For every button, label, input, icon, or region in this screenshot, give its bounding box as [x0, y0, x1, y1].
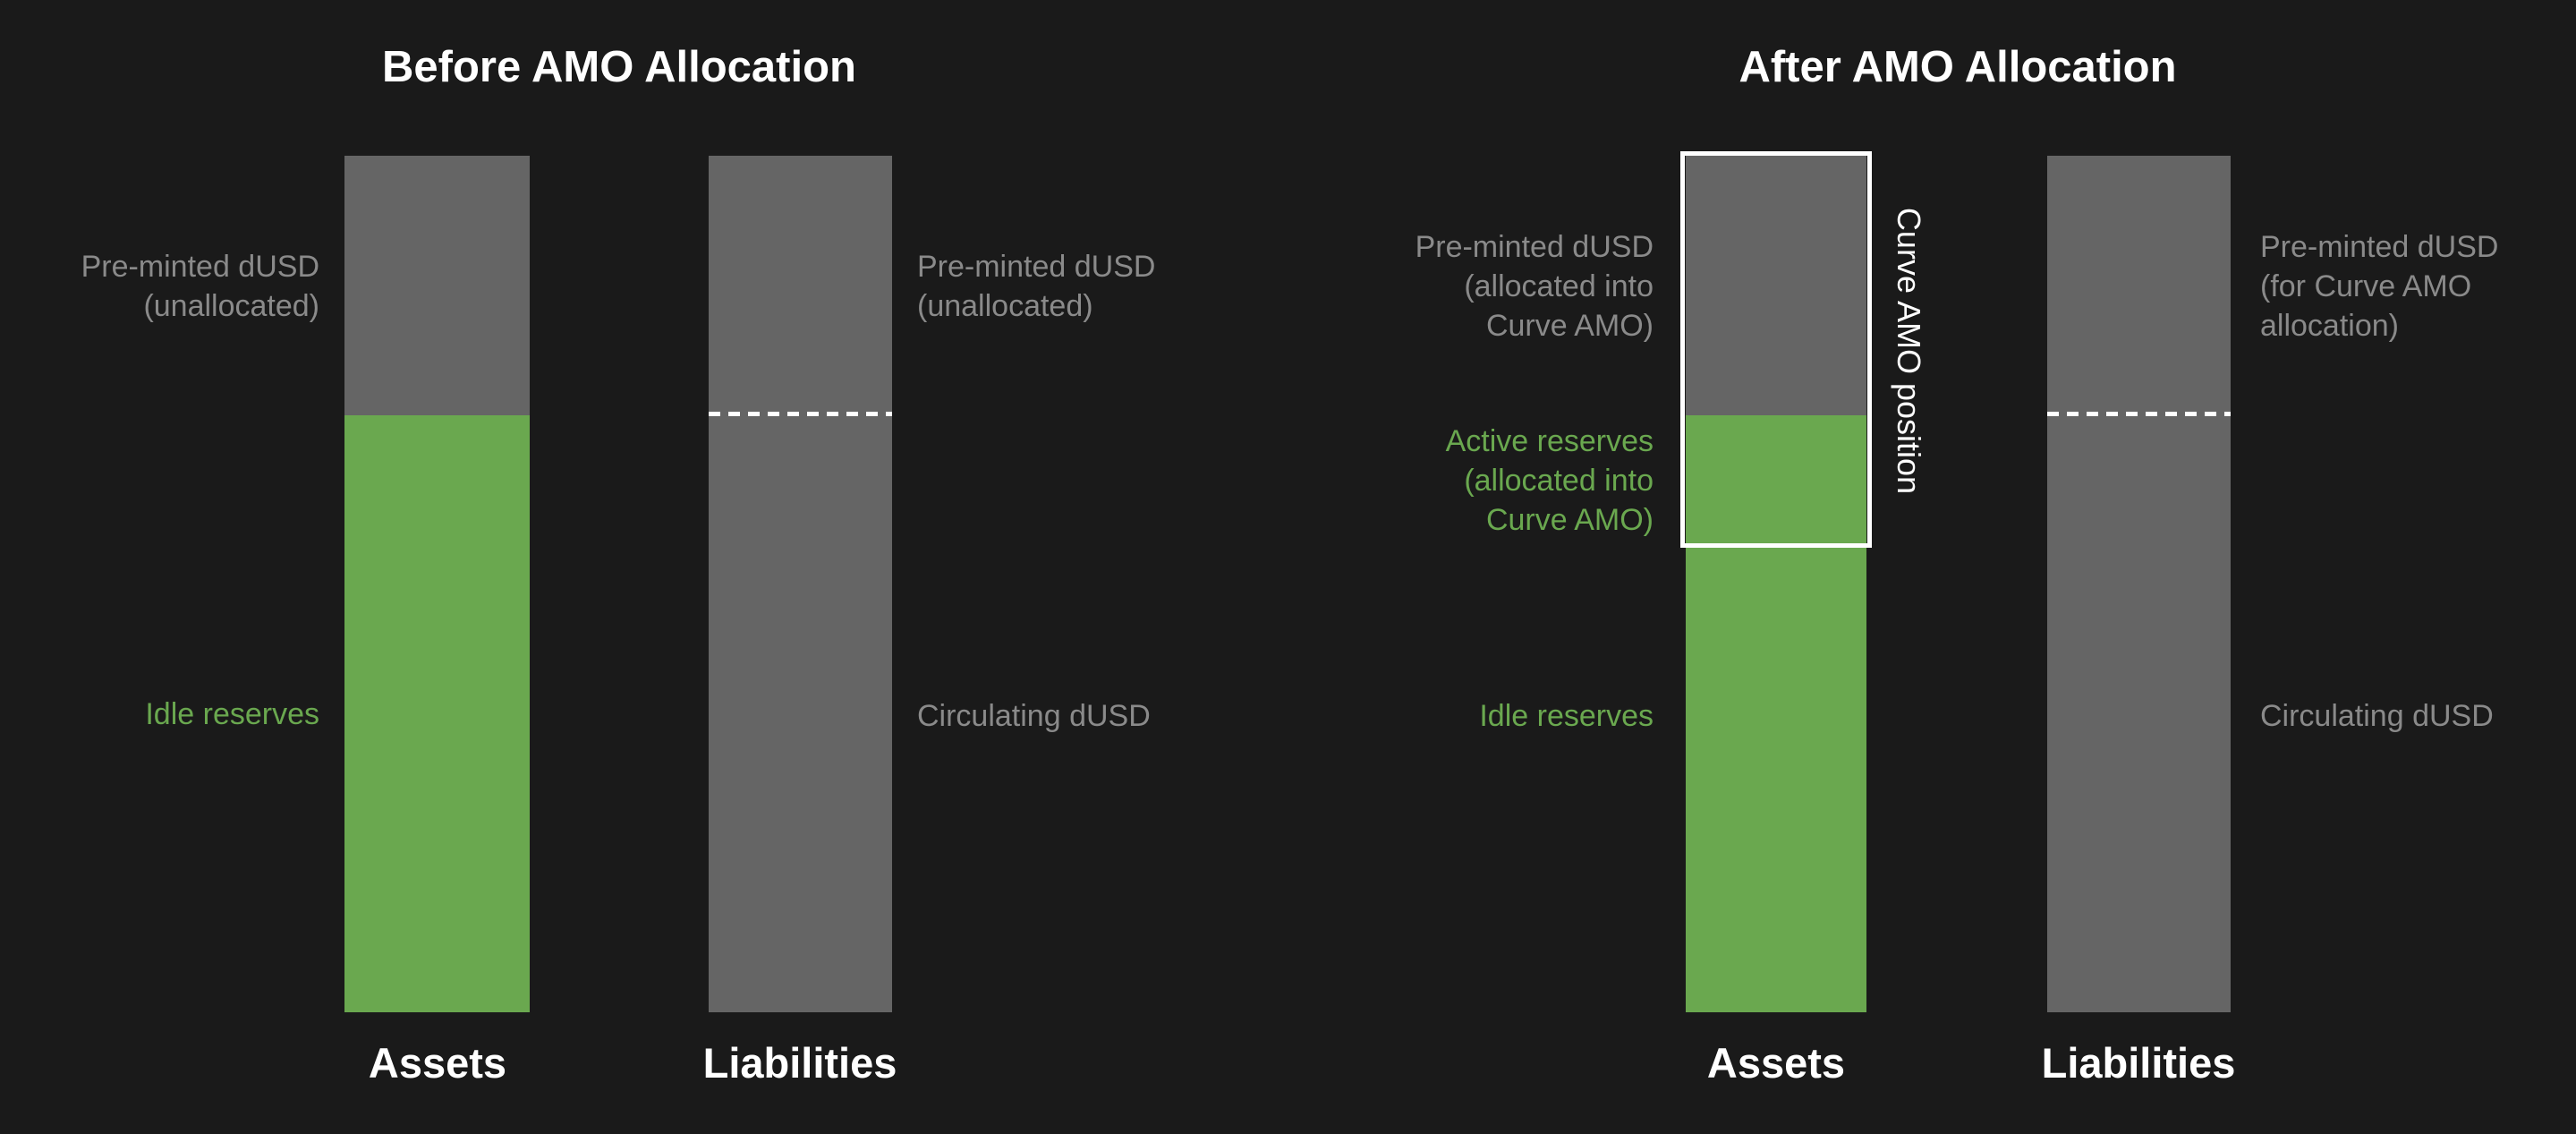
after-assets-preminted-segment — [1686, 156, 1866, 415]
after-assets-idle-segment — [1686, 543, 1866, 1012]
before-assets-idle-label: Idle reserves — [145, 697, 319, 731]
after-liabilities-bar — [2047, 156, 2231, 1012]
before-liabilities-bar — [709, 156, 892, 1012]
after-assets-axis-label: Assets — [1706, 1039, 1846, 1087]
before-title: Before AMO Allocation — [382, 43, 856, 91]
before-liabilities-circulating-label: Circulating dUSD — [917, 699, 1151, 733]
before-assets-bar — [344, 156, 530, 1012]
after-liabilities-dashed-divider — [2047, 412, 2231, 416]
label-line: (for Curve AMO — [2260, 269, 2472, 303]
before-liabilities-preminted-label: Pre-minted dUSD (unallocated) — [917, 247, 1329, 326]
after-assets-active-reserves-label: Active reserves (allocated into Curve AM… — [1251, 422, 1654, 540]
before-liabilities-axis-label: Liabilities — [702, 1039, 897, 1087]
curve-amo-position-label: Curve AMO position — [1891, 207, 1927, 495]
label-line: Pre-minted dUSD — [1415, 230, 1654, 264]
after-liabilities-axis-label: Liabilities — [2041, 1039, 2236, 1087]
after-title: After AMO Allocation — [1739, 43, 2177, 91]
after-assets-idle-label: Idle reserves — [1479, 699, 1654, 733]
label-line: allocation) — [2260, 309, 2399, 343]
before-assets-preminted-label: Pre-minted dUSD (unallocated) — [33, 247, 319, 326]
before-liabilities-dashed-divider — [709, 412, 892, 416]
label-line: (allocated into — [1464, 269, 1654, 303]
label-line: (allocated into — [1464, 464, 1654, 498]
after-liabilities-circulating-label: Circulating dUSD — [2260, 699, 2494, 733]
label-line: Pre-minted dUSD — [2260, 230, 2499, 264]
curve-amo-position-box — [1680, 151, 1872, 548]
label-line: Pre-minted dUSD — [81, 250, 319, 284]
after-assets-active-segment — [1686, 415, 1866, 543]
label-line: (unallocated) — [917, 289, 1093, 323]
before-assets-axis-label: Assets — [368, 1039, 507, 1087]
label-line: (unallocated) — [143, 289, 319, 323]
label-line: Curve AMO) — [1485, 309, 1654, 343]
after-assets-bar — [1680, 151, 1872, 1012]
label-line: Active reserves — [1445, 424, 1654, 458]
label-line: Curve AMO) — [1485, 503, 1654, 537]
label-line: Pre-minted dUSD — [917, 250, 1156, 284]
after-assets-preminted-label: Pre-minted dUSD (allocated into Curve AM… — [1251, 227, 1654, 345]
before-assets-preminted-segment — [344, 156, 530, 415]
before-assets-idle-segment — [344, 415, 530, 1012]
after-liabilities-preminted-label: Pre-minted dUSD (for Curve AMO allocatio… — [2260, 227, 2576, 345]
